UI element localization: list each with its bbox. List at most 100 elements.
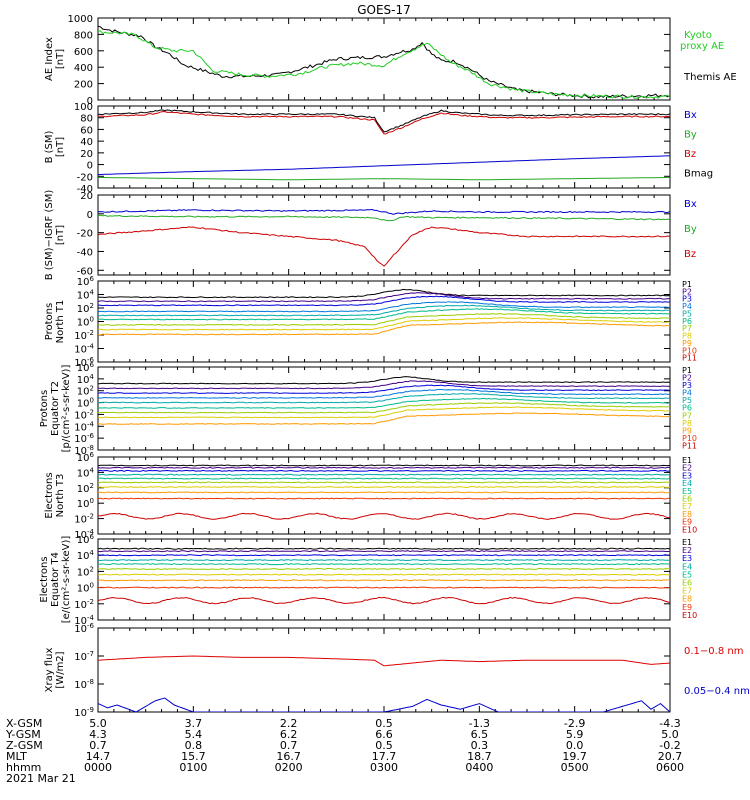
legend-e10: E10: [682, 525, 697, 534]
y-tick-label: 200: [74, 80, 93, 91]
y-tick-label: 1000: [68, 14, 93, 25]
legend-e1: E1: [682, 456, 692, 465]
y-tick-label: 10-6: [74, 356, 94, 369]
y-tick-label: 106: [77, 533, 95, 546]
legend-e5: E5: [682, 487, 692, 496]
y-tick-label: 10-4: [74, 614, 94, 627]
y-tick-label: 104: [77, 549, 95, 562]
series-p3: [98, 384, 670, 394]
y-tick-label: 104: [77, 289, 95, 302]
legend-e7: E7: [682, 587, 692, 596]
series-bz: [98, 110, 670, 135]
footer-value-z: 0.3: [471, 739, 489, 752]
plot-area: [98, 655, 670, 712]
series-e2: [98, 466, 670, 469]
series-p2: [98, 292, 670, 303]
legend-p5: P5: [682, 396, 692, 405]
y-tick-label: 100: [77, 397, 94, 410]
series-bx: [98, 155, 670, 175]
series-p7: [98, 402, 670, 414]
series-themis-ae: [98, 25, 670, 99]
y-axis-label: Electrons: [44, 472, 55, 518]
series-p9: [98, 321, 670, 336]
footer-value-mlt: 18.7: [467, 750, 492, 763]
y-tick-label: 100: [77, 582, 94, 595]
y-tick-label: 100: [77, 316, 94, 329]
legend-e3: E3: [682, 554, 692, 563]
legend-e9: E9: [682, 518, 692, 527]
footer-value-hhmm: 0400: [465, 761, 493, 774]
series-p4: [98, 389, 670, 399]
footer-value-mlt: 17.7: [372, 750, 397, 763]
legend-e1: E1: [682, 538, 692, 547]
series-e5: [98, 477, 670, 480]
footer-value-x: -4.3: [659, 717, 680, 730]
plot-area: [98, 288, 670, 336]
y-axis-label: [p/(cm²-s-sr-keV)]: [61, 365, 72, 453]
series-e2: [98, 550, 670, 553]
y-tick-label: -20: [77, 172, 93, 183]
series-e5: [98, 563, 670, 566]
footer-value-y: 6.5: [471, 728, 489, 741]
legend-p5: P5: [682, 309, 692, 318]
series-e6: [98, 481, 670, 484]
footer-value-mlt: 16.7: [276, 750, 301, 763]
footer-value-x: 0.5: [375, 717, 393, 730]
footer-date: 2021 Mar 21: [6, 772, 76, 785]
panel-frame: [97, 194, 671, 276]
y-tick-label: 102: [77, 565, 94, 578]
legend-p1: P1: [682, 366, 692, 375]
y-axis-label: [e/(cm²-s-sr-keV)]: [61, 536, 72, 624]
series-p6: [98, 308, 670, 321]
series-e4: [98, 473, 670, 476]
y-tick-label: 80: [80, 114, 93, 125]
footer-value-z: 0.7: [280, 739, 298, 752]
y-tick-label: 0: [87, 210, 93, 221]
plot-area: [98, 25, 670, 99]
legend-xray-1: 0.05−0.4 nm: [684, 686, 750, 697]
y-tick-label: 102: [77, 482, 94, 495]
legend-p2: P2: [682, 374, 692, 383]
footer-value-z: 0.5: [375, 739, 393, 752]
panel-frame: [97, 105, 671, 189]
footer-value-x: -1.3: [469, 717, 490, 730]
y-tick-label: 10-2: [74, 329, 94, 342]
panel-frame: [97, 627, 671, 713]
series-p6: [98, 397, 670, 409]
legend-p10: P10: [682, 434, 697, 443]
legend-e6: E6: [682, 495, 692, 504]
legend-e7: E7: [682, 502, 692, 511]
footer-value-hhmm: 0000: [84, 761, 112, 774]
footer-value-y: 5.9: [566, 728, 584, 741]
series-e4: [98, 559, 670, 562]
legend-p1: P1: [682, 280, 692, 289]
footer-value-y: 4.3: [89, 728, 107, 741]
plot-area: [98, 464, 670, 520]
footer-value-y: 6.6: [375, 728, 393, 741]
y-axis-label: Protons: [39, 390, 50, 427]
footer-value-z: -0.2: [659, 739, 680, 752]
plot-area: [98, 208, 670, 267]
series-p8: [98, 406, 670, 419]
series-e10: [98, 596, 670, 605]
legend-by: By: [684, 130, 697, 141]
y-tick-label: -40: [77, 184, 93, 195]
legend-kyoto: Kyoto: [684, 30, 712, 41]
series-e8: [98, 491, 670, 494]
y-tick-label: 100: [77, 497, 94, 510]
series-p8: [98, 317, 670, 331]
series-by: [98, 177, 670, 181]
y-tick-label: 10-6: [74, 622, 94, 635]
y-axis-label: [nT]: [55, 137, 66, 157]
series-bz: [98, 226, 670, 267]
legend-p8: P8: [682, 332, 692, 341]
y-tick-label: 106: [77, 275, 95, 288]
series-e9: [98, 586, 670, 589]
series-bmag: [98, 109, 670, 133]
legend-e9: E9: [682, 603, 692, 612]
y-tick-label: 106: [77, 451, 95, 464]
y-tick-label: 20: [80, 191, 93, 202]
